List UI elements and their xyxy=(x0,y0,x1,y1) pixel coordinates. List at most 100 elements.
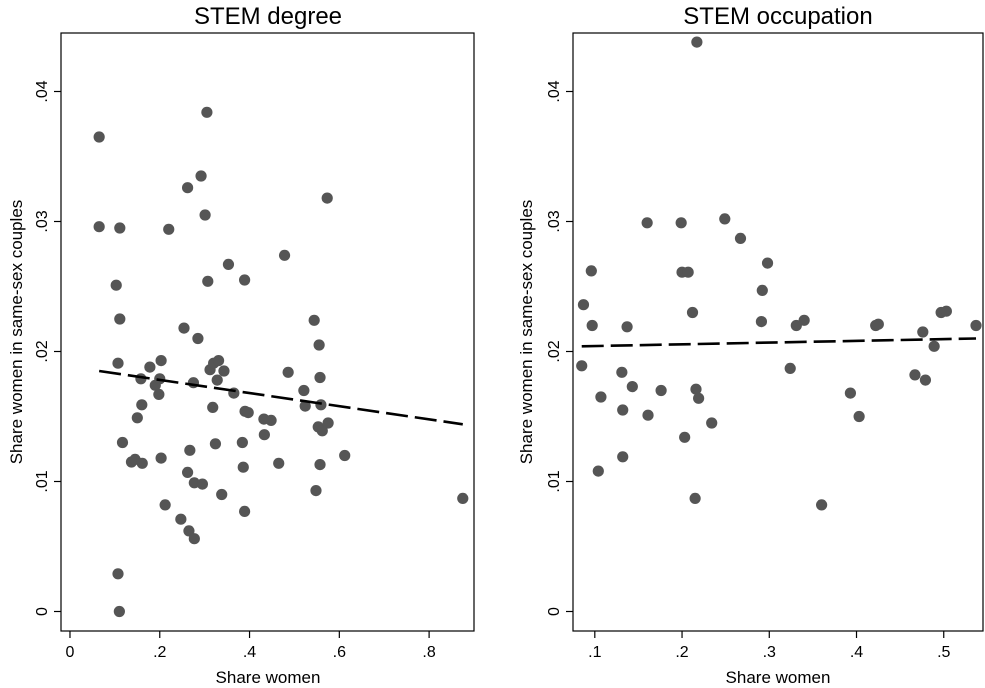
data-point xyxy=(917,326,929,338)
y-tick-label: .02 xyxy=(546,340,563,362)
y-tick-label: 0 xyxy=(34,607,51,616)
panel-title: STEM occupation xyxy=(683,3,872,30)
data-point xyxy=(682,266,694,278)
data-point xyxy=(273,457,285,469)
data-point xyxy=(195,170,207,182)
data-point xyxy=(155,452,167,464)
data-point xyxy=(784,362,796,374)
data-point xyxy=(592,465,604,477)
data-point xyxy=(110,279,122,291)
data-point xyxy=(207,401,219,413)
data-point xyxy=(576,360,588,372)
x-tick-label: .2 xyxy=(675,644,688,661)
data-point xyxy=(192,332,204,345)
data-point xyxy=(159,499,171,511)
data-point xyxy=(93,221,105,233)
data-point xyxy=(242,407,254,419)
data-point xyxy=(184,444,196,456)
data-point xyxy=(183,525,195,537)
x-tick-label: 0 xyxy=(66,644,75,661)
data-point xyxy=(144,361,156,373)
x-tick-label: .6 xyxy=(333,644,346,661)
x-tick-label: .1 xyxy=(588,644,601,661)
x-tick-label: .2 xyxy=(153,644,166,661)
data-point xyxy=(675,217,687,229)
data-point xyxy=(756,284,768,296)
data-point xyxy=(236,436,248,449)
data-point xyxy=(201,106,213,118)
panel-title: STEM degree xyxy=(194,3,342,30)
data-point xyxy=(321,192,333,204)
data-point xyxy=(218,365,230,377)
data-point xyxy=(93,131,105,143)
y-tick-label: 0 xyxy=(546,607,563,616)
data-point xyxy=(114,313,126,325)
data-point xyxy=(679,431,691,443)
x-tick-label: .8 xyxy=(422,644,435,661)
data-point xyxy=(339,449,351,462)
data-point xyxy=(316,425,328,437)
y-axis-ticks: 0 .01 .02 .03 .04 xyxy=(34,80,61,616)
data-point xyxy=(313,339,325,351)
data-point xyxy=(314,459,326,471)
data-point xyxy=(131,412,143,424)
x-tick-label: .3 xyxy=(763,644,776,661)
data-point xyxy=(136,457,148,469)
data-point xyxy=(689,492,701,504)
data-point xyxy=(202,275,214,287)
data-point xyxy=(844,387,857,399)
data-point xyxy=(641,217,653,229)
data-point xyxy=(693,392,705,404)
data-point xyxy=(196,478,209,490)
fit-line xyxy=(581,337,977,348)
data-point xyxy=(457,492,469,504)
data-point xyxy=(112,568,124,580)
data-point xyxy=(153,388,165,400)
data-point xyxy=(642,409,654,421)
data-point xyxy=(755,316,768,328)
data-point xyxy=(112,357,124,369)
x-axis-title: Share women xyxy=(216,668,321,687)
data-point xyxy=(621,321,633,333)
y-tick-label: .02 xyxy=(34,340,51,362)
data-point xyxy=(181,182,194,194)
data-point xyxy=(239,274,251,286)
data-point xyxy=(706,417,718,429)
data-point xyxy=(816,499,828,511)
plot-frame xyxy=(572,32,984,632)
data-point xyxy=(282,366,294,378)
data-point xyxy=(175,513,187,525)
data-point xyxy=(761,257,774,269)
panel-stem-degree: STEM degree Share women in same-sex coup… xyxy=(7,3,475,687)
data-point xyxy=(617,451,629,463)
y-axis-title: Share women in same-sex couples xyxy=(7,200,26,465)
data-point xyxy=(872,318,884,330)
data-point xyxy=(136,399,148,411)
x-axis-ticks: 0 .2 .4 .6 .8 xyxy=(66,631,436,661)
data-point xyxy=(237,461,249,473)
data-point xyxy=(299,400,311,412)
data-point xyxy=(585,265,597,277)
y-tick-label: .04 xyxy=(546,80,563,102)
data-point xyxy=(278,249,291,261)
x-tick-label: .5 xyxy=(937,644,950,661)
data-point xyxy=(308,314,320,326)
data-point xyxy=(655,384,667,397)
data-point xyxy=(616,366,628,378)
data-point xyxy=(928,340,940,352)
data-point xyxy=(577,299,590,311)
y-axis-ticks: 0 .01 .02 .03 .04 xyxy=(546,80,573,616)
data-point xyxy=(314,371,326,384)
data-point xyxy=(909,369,921,381)
data-point xyxy=(617,404,629,416)
y-tick-label: .03 xyxy=(546,210,563,232)
panel-stem-occupation: STEM occupation Share women in same-sex … xyxy=(517,3,984,687)
y-axis-title: Share women in same-sex couples xyxy=(517,200,536,465)
data-point xyxy=(211,374,223,386)
data-point xyxy=(178,322,190,334)
data-point xyxy=(155,355,167,367)
data-point xyxy=(216,488,228,501)
data-point xyxy=(114,222,126,234)
y-tick-label: .03 xyxy=(34,210,51,232)
